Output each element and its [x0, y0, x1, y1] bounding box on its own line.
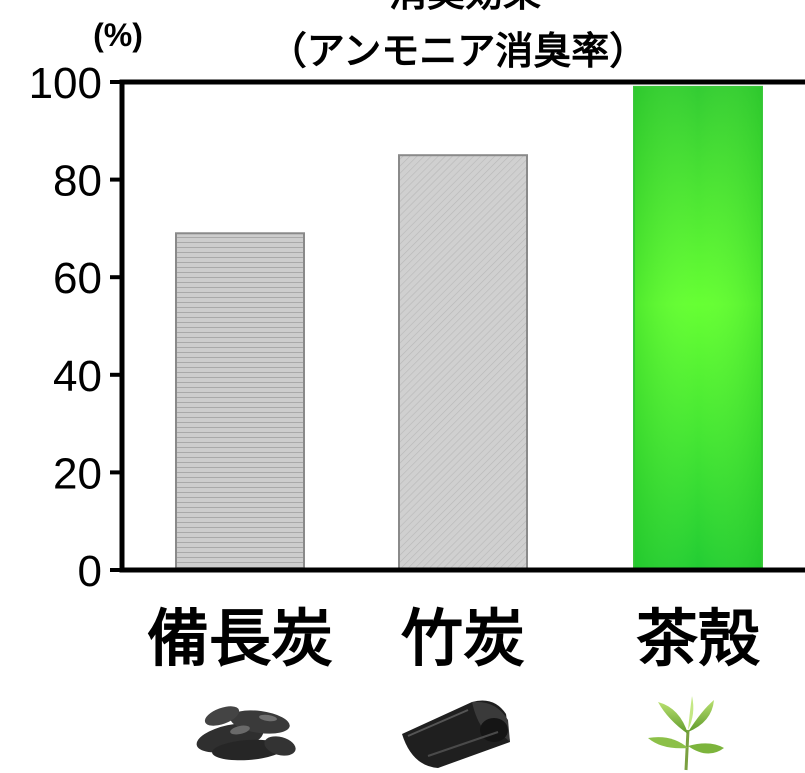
y-tick-label: 20: [53, 449, 102, 498]
y-tick-label: 80: [53, 157, 102, 206]
tea-leaf-photo: [628, 690, 746, 771]
bar-3-shading: [634, 86, 762, 570]
y-tick-labels: 0 20 40 60 80 100: [29, 59, 102, 596]
binchotan-photo: [190, 690, 308, 770]
axes-group: [110, 79, 805, 573]
y-tick-label: 0: [78, 547, 102, 596]
y-axis-unit: (%): [93, 17, 143, 53]
chart-title: 消臭効果: [389, 0, 541, 15]
bars-group: [175, 85, 763, 571]
category-label-3: 茶殻: [636, 602, 761, 675]
bar-2: [398, 154, 528, 571]
category-label-1: 備長炭: [147, 602, 333, 675]
chart-subtitle: （アンモニア消臭率）: [269, 29, 647, 73]
y-tick-label: 40: [53, 352, 102, 401]
bar-1: [175, 232, 305, 571]
plot-frame: [119, 79, 805, 573]
y-tick-label: 100: [29, 59, 102, 108]
bamboo-charcoal-photo: [398, 690, 516, 770]
category-label-2: 竹炭: [401, 602, 525, 675]
y-tick-label: 60: [53, 254, 102, 303]
x-category-labels: 備長炭 竹炭 茶殻: [147, 602, 761, 675]
